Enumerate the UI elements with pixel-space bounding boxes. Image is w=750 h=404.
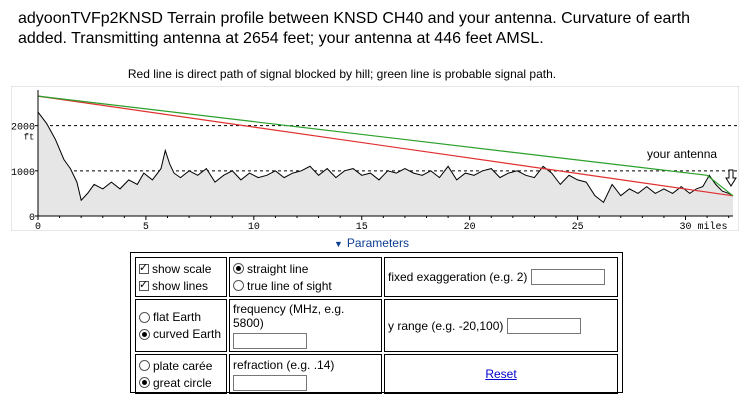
x-tick-label-5: 5 [143, 222, 149, 231]
frequency-cell: frequency (MHz, e.g. 5800) [229, 299, 382, 352]
curved-earth-radio[interactable]: curved Earth [139, 326, 223, 343]
checkbox-checked-icon [139, 278, 149, 291]
triangle-down-icon: ▼ [334, 239, 343, 249]
chart-caption: Red line is direct path of signal blocke… [127, 67, 557, 81]
y-tick-label-0: 0 [29, 213, 35, 224]
refraction-label: refraction (e.g. .14) [233, 357, 335, 372]
earth-options-cell: flat Earth curved Earth [135, 299, 227, 352]
true-line-of-sight-label: true line of sight [247, 278, 332, 293]
radio-empty-icon [139, 360, 150, 371]
parameters-toggle[interactable]: ▼ Parameters [334, 236, 409, 250]
radio-selected-icon [139, 377, 150, 388]
reset-link[interactable]: Reset [485, 367, 517, 381]
flat-earth-label: flat Earth [153, 310, 202, 324]
straight-line-radio[interactable]: straight line [233, 260, 378, 277]
probable-path-line [37, 95, 734, 197]
x-tick-label-30: 30 [680, 222, 692, 231]
y-range-label: y range (e.g. -20,100) [388, 318, 504, 333]
parameters-toggle-label: Parameters [346, 236, 409, 250]
scale-options-cell: show scale show lines [135, 257, 227, 297]
parameters-table: show scale show lines straight line true… [133, 255, 620, 396]
refraction-input[interactable] [233, 374, 307, 391]
terrain-fill [38, 112, 733, 216]
parameters-panel: show scale show lines straight line true… [130, 252, 623, 396]
x-tick-label-20: 20 [464, 222, 476, 231]
show-scale-checkbox[interactable]: show scale [139, 260, 223, 277]
radio-empty-icon [139, 311, 150, 323]
straight-line-label: straight line [247, 261, 309, 276]
show-lines-label: show lines [152, 278, 209, 293]
checkbox-checked-icon [139, 261, 149, 274]
fixed-exaggeration-input[interactable] [531, 269, 606, 285]
plate-caree-label: plate carée [153, 358, 213, 373]
flat-earth-radio[interactable]: flat Earth [139, 309, 223, 326]
x-tick-label-15: 15 [356, 222, 368, 231]
page-title: adyoonTVFp2KNSD Terrain profile between … [18, 10, 691, 47]
refraction-cell: refraction (e.g. .14) [229, 354, 382, 394]
x-tick-label-10: 10 [248, 222, 260, 231]
true-line-of-sight-radio[interactable]: true line of sight [233, 277, 378, 294]
x-tick-label-0: 0 [35, 222, 41, 231]
show-lines-checkbox[interactable]: show lines [139, 277, 223, 294]
radio-empty-icon [233, 280, 244, 291]
x-unit-label: miles [698, 221, 728, 231]
x-tick-label-25: 25 [572, 222, 584, 231]
down-arrow-shape [725, 169, 737, 187]
antenna-arrow-icon [725, 169, 737, 187]
frequency-input[interactable] [233, 333, 307, 349]
y-unit-label: ft [24, 133, 35, 143]
y-tick-label-1000: 1000 [11, 168, 35, 179]
frequency-label: frequency (MHz, e.g. 5800) [233, 302, 345, 330]
curved-earth-label: curved Earth [153, 327, 222, 341]
great-circle-radio[interactable]: great circle [139, 374, 223, 391]
direct-path-line [37, 95, 734, 197]
fixed-exaggeration-label: fixed exaggeration (e.g. 2) [388, 270, 528, 284]
reset-cell: Reset [384, 354, 618, 394]
y-range-input[interactable] [507, 317, 582, 334]
line-mode-cell: straight line true line of sight [229, 257, 382, 297]
show-scale-label: show scale [152, 261, 212, 276]
radio-selected-icon [233, 263, 244, 274]
terrain-line [37, 111, 734, 204]
y-range-cell: y range (e.g. -20,100) [384, 299, 618, 352]
plate-caree-radio[interactable]: plate carée [139, 357, 223, 374]
projection-options-cell: plate carée great circle [135, 354, 227, 394]
great-circle-label: great circle [153, 375, 212, 390]
radio-selected-icon [139, 328, 150, 340]
exaggeration-cell: fixed exaggeration (e.g. 2) [384, 257, 618, 297]
y-tick-label-2000: 2000 [11, 123, 35, 134]
your-antenna-label: your antenna [647, 147, 717, 161]
